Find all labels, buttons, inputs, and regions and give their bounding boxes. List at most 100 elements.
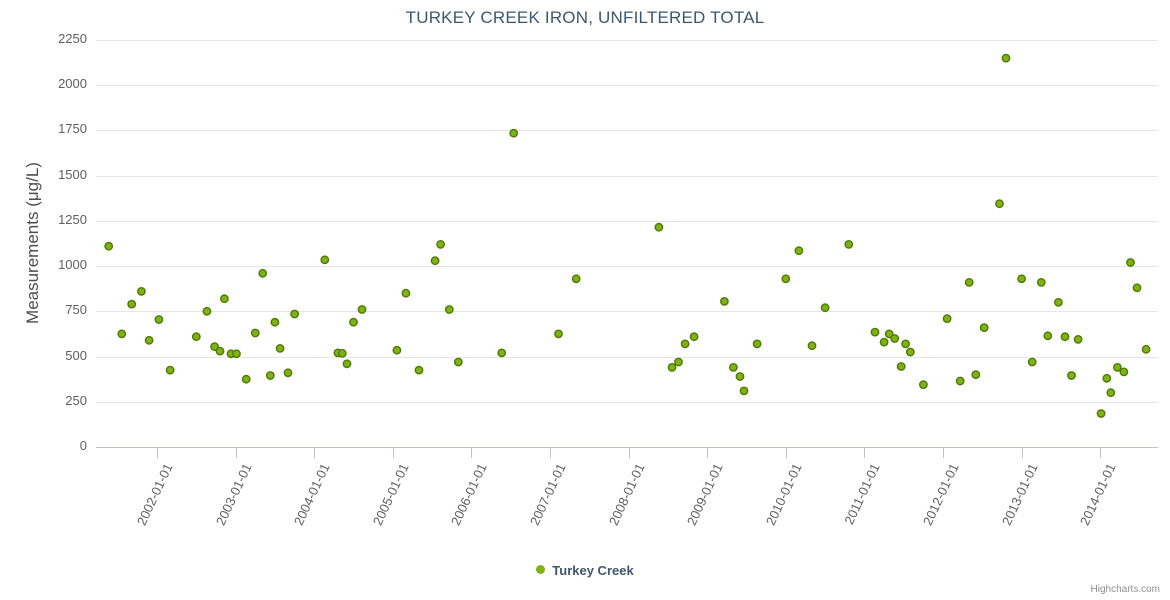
scatter-point[interactable] — [401, 288, 411, 298]
scatter-point[interactable] — [752, 339, 762, 349]
scatter-point[interactable] — [136, 286, 146, 296]
scatter-point[interactable] — [955, 376, 965, 386]
scatter-point[interactable] — [258, 268, 268, 278]
scatter-point[interactable] — [202, 306, 212, 316]
circle-marker-icon — [536, 565, 546, 575]
scatter-point[interactable] — [444, 305, 454, 314]
scatter-point[interactable] — [1036, 277, 1046, 287]
scatter-point[interactable] — [232, 349, 241, 359]
scatter-point[interactable] — [1119, 367, 1129, 377]
scatter-point[interactable] — [654, 222, 664, 232]
gridlines-group — [96, 40, 1158, 403]
scatter-point[interactable] — [1060, 332, 1070, 342]
scatter-point[interactable] — [689, 332, 699, 342]
scatter-point[interactable] — [971, 370, 981, 379]
scatter-point[interactable] — [995, 199, 1004, 209]
scatter-point[interactable] — [870, 327, 880, 337]
scatter-point[interactable] — [210, 342, 220, 351]
y-tick-label: 500 — [65, 347, 87, 363]
scatter-point[interactable] — [215, 346, 225, 356]
y-tick-label: 1500 — [58, 166, 87, 182]
scatter-point[interactable] — [342, 359, 352, 369]
scatter-point[interactable] — [781, 274, 791, 284]
scatter-point[interactable] — [1126, 258, 1135, 267]
scatter-point[interactable] — [436, 239, 445, 249]
scatter-point[interactable] — [729, 362, 738, 372]
y-tick-label: 750 — [65, 302, 87, 318]
scatter-point[interactable] — [905, 347, 915, 357]
scatter-point[interactable] — [964, 277, 974, 287]
scatter-point[interactable] — [283, 368, 293, 378]
scatter-point[interactable] — [275, 343, 285, 353]
scatter-point[interactable] — [1001, 53, 1011, 63]
scatter-point[interactable] — [270, 317, 280, 327]
scatter-point[interactable] — [104, 241, 114, 251]
scatter-point[interactable] — [430, 256, 440, 266]
scatter-point[interactable] — [901, 339, 910, 349]
y-tick-label: 2250 — [58, 31, 87, 46]
scatter-point[interactable] — [117, 329, 127, 339]
y-tick-label: 1750 — [58, 121, 87, 137]
scatter-point[interactable] — [191, 332, 201, 342]
scatter-point[interactable] — [357, 305, 367, 314]
scatter-point[interactable] — [680, 339, 690, 349]
legend-item-turkey-creek[interactable]: Turkey Creek — [536, 562, 634, 580]
scatter-point[interactable] — [1113, 362, 1122, 372]
scatter-point[interactable] — [942, 314, 952, 323]
scatter-point[interactable] — [667, 362, 677, 372]
scatter-point[interactable] — [265, 371, 275, 380]
scatter-point[interactable] — [1141, 344, 1151, 354]
scatter-points-group[interactable] — [104, 53, 1151, 418]
scatter-point[interactable] — [219, 294, 229, 304]
scatter-point[interactable] — [554, 329, 563, 339]
scatter-point[interactable] — [290, 309, 299, 319]
scatter-point[interactable] — [127, 299, 137, 309]
scatter-point[interactable] — [1132, 283, 1142, 293]
scatter-point[interactable] — [154, 315, 164, 324]
scatter-point[interactable] — [1017, 274, 1026, 284]
y-tick-label: 0 — [79, 438, 87, 453]
scatter-point[interactable] — [1027, 357, 1037, 367]
scatter-point[interactable] — [739, 386, 749, 396]
scatter-point[interactable] — [250, 328, 260, 338]
scatter-point[interactable] — [414, 365, 424, 375]
scatter-point[interactable] — [890, 334, 900, 343]
y-tick-label: 250 — [65, 392, 87, 408]
x-tick-marks-group — [157, 448, 1101, 458]
scatter-point[interactable] — [884, 329, 894, 339]
scatter-point[interactable] — [1073, 334, 1083, 344]
scatter-point[interactable] — [144, 335, 154, 345]
scatter-point[interactable] — [571, 274, 581, 284]
legend-item-label: Turkey Creek — [552, 563, 634, 579]
scatter-point[interactable] — [165, 365, 175, 375]
y-tick-label: 1250 — [58, 211, 87, 227]
scatter-point[interactable] — [337, 348, 347, 358]
highcharts-credits[interactable]: Highcharts.com — [1090, 584, 1160, 595]
scatter-point[interactable] — [979, 323, 989, 332]
scatter-point[interactable] — [320, 255, 330, 265]
scatter-point[interactable] — [1106, 388, 1116, 398]
scatter-point[interactable] — [896, 362, 906, 371]
scatter-point[interactable] — [735, 372, 745, 381]
scatter-point[interactable] — [497, 348, 507, 358]
scatter-point[interactable] — [392, 345, 402, 355]
scatter-point[interactable] — [349, 317, 358, 327]
scatter-point[interactable] — [720, 296, 729, 306]
scatter-point[interactable] — [1043, 331, 1053, 341]
scatter-point[interactable] — [820, 303, 830, 313]
scatter-point[interactable] — [919, 380, 928, 389]
scatter-point[interactable] — [879, 337, 889, 347]
scatter-point[interactable] — [509, 128, 519, 138]
scatter-point[interactable] — [807, 341, 817, 351]
scatter-point[interactable] — [844, 239, 854, 249]
scatter-point[interactable] — [674, 357, 683, 367]
scatter-point[interactable] — [1096, 409, 1106, 418]
scatter-point[interactable] — [794, 246, 804, 256]
scatter-point[interactable] — [241, 374, 251, 384]
scatter-point[interactable] — [1067, 371, 1076, 380]
scatter-point[interactable] — [1054, 297, 1063, 307]
scatter-point[interactable] — [453, 357, 463, 367]
scatter-point[interactable] — [1102, 373, 1112, 383]
